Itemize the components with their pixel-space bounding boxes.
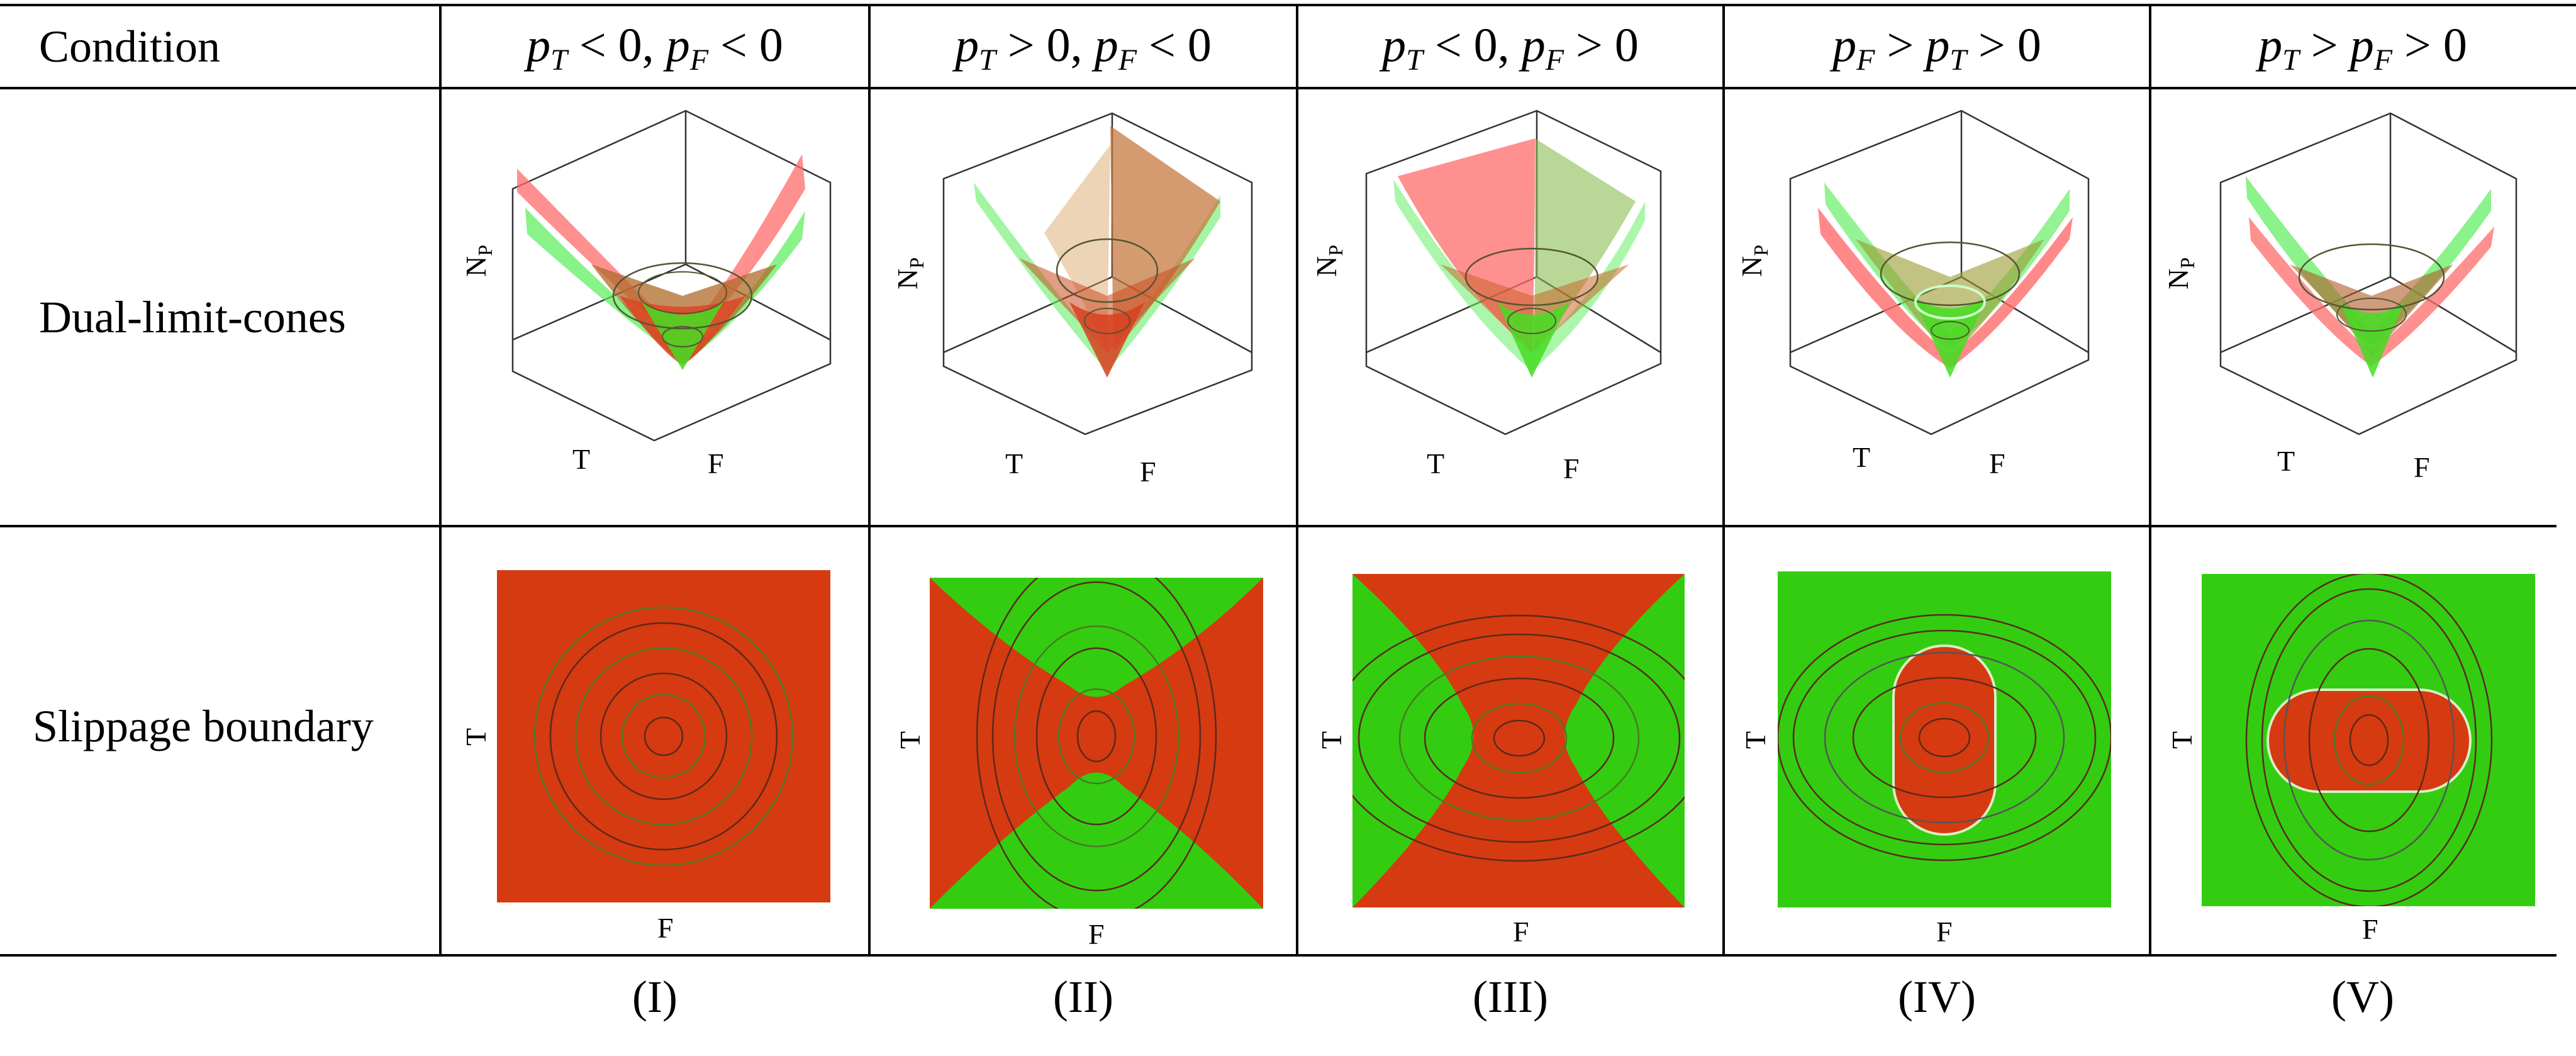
cone-axis-f-V: F (2414, 451, 2430, 483)
cone-plot-II (942, 112, 1253, 435)
row-label-cones: Dual-limit-cones (39, 292, 346, 342)
condition-II: pT > 0, pF < 0 (876, 21, 1291, 76)
cond-b: p (1094, 19, 1118, 72)
cond-a-sub: T (2282, 43, 2299, 77)
cond-b: p (1521, 19, 1546, 72)
cond-b-sub: F (1118, 43, 1137, 77)
cond-b: p (1926, 19, 1950, 72)
table-rules (0, 4, 2576, 957)
map-axis-f-III: F (1513, 916, 1529, 948)
cone-axis-f-I: F (708, 447, 724, 480)
row-label-boundary: Slippage boundary (33, 701, 374, 751)
column-footer-V: (V) (2331, 972, 2394, 1022)
column-footer-I: (I) (632, 972, 677, 1022)
map-axis-labels: F F F F F T T T T T (460, 728, 2378, 950)
cond-a: p (2258, 19, 2283, 72)
cond-op2: > 0 (1966, 19, 2041, 72)
column-footer-III: (III) (1473, 972, 1548, 1022)
cone-axis-t-II: T (1005, 447, 1023, 480)
cone-axis-np-III: NP (1310, 245, 1347, 277)
cond-b-sub: F (1545, 43, 1564, 77)
cond-a-sub: T (550, 43, 567, 77)
boundary-map-I (497, 570, 830, 902)
cone-axis-np-II: NP (891, 257, 928, 289)
cone-axis-f-IV: F (1989, 447, 2005, 480)
map-axis-t-III: T (1315, 731, 1347, 749)
column-footer-IV: (IV) (1898, 972, 1976, 1022)
cone-axis-t-III: T (1427, 447, 1444, 480)
cone-plot-I (511, 110, 832, 442)
cone-axis-np-V: NP (2162, 257, 2199, 289)
map-axis-t-IV: T (1739, 731, 1771, 749)
cond-op1: < 0, (1422, 19, 1522, 72)
cond-a: p (955, 19, 979, 72)
cone-plot-IV (1789, 110, 2090, 435)
condition-V: pT > pF > 0 (2155, 21, 2570, 76)
boundary-map-III (1352, 574, 1685, 907)
cond-op1: > 0, (995, 19, 1095, 72)
condition-I: pT < 0, pF < 0 (447, 21, 862, 76)
condition-header: Condition (39, 21, 221, 72)
cone-axis-t-IV: T (1853, 441, 1870, 473)
cone-axis-f-II: F (1140, 456, 1156, 488)
map-axis-f-I: F (657, 912, 674, 944)
cond-a-sub: F (1856, 43, 1875, 77)
cond-b-sub: F (689, 43, 709, 77)
map-axis-f-V: F (2362, 913, 2378, 945)
cone-plot-V (2219, 112, 2517, 435)
cond-a: p (1382, 19, 1407, 72)
map-axis-f-IV: F (1936, 916, 1953, 948)
map-axis-t-II: T (894, 731, 926, 749)
cond-op2: > 0 (1564, 19, 1639, 72)
cond-b-sub: F (2373, 43, 2393, 77)
cond-a: p (1832, 19, 1857, 72)
cone-axis-t-V: T (2277, 445, 2295, 477)
cond-op2: < 0 (1137, 19, 1212, 72)
boundary-map-IV (1778, 571, 2111, 907)
cond-op1: < 0, (567, 19, 666, 72)
cone-plot-III (1365, 110, 1662, 435)
cone-axis-t-I: T (572, 443, 590, 475)
cond-b-sub: T (1949, 43, 1967, 77)
map-axis-f-II: F (1088, 918, 1105, 950)
cond-a-sub: T (1406, 43, 1423, 77)
cond-a: p (527, 19, 551, 72)
cond-op2: > 0 (2392, 19, 2467, 72)
cond-b: p (2350, 19, 2374, 72)
map-axis-t-V: T (2166, 731, 2198, 749)
condition-III: pT < 0, pF > 0 (1303, 21, 1718, 76)
cond-op1: > (1875, 19, 1926, 72)
boundary-map-II (930, 578, 1263, 909)
cond-b: p (666, 19, 690, 72)
map-axis-t-I: T (460, 728, 492, 746)
cone-axis-np-IV: NP (1736, 245, 1772, 277)
column-footer-II: (II) (1053, 972, 1113, 1022)
cond-a-sub: T (979, 43, 996, 77)
cone-axis-labels: NP NP NP NP NP T F T F T F T F T F (460, 245, 2430, 488)
boundary-map-V (2202, 574, 2535, 906)
cond-op2: < 0 (708, 19, 783, 72)
cone-axis-np-I: NP (460, 245, 496, 277)
cond-op1: > (2299, 19, 2350, 72)
cone-axis-f-III: F (1563, 452, 1580, 485)
condition-IV: pF > pT > 0 (1729, 21, 2144, 76)
